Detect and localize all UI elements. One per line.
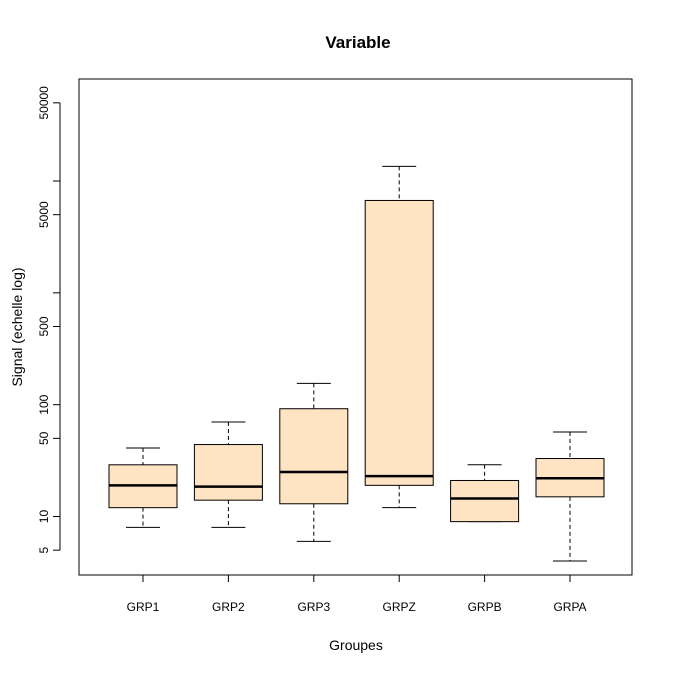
y-tick-label: 5 bbox=[37, 547, 51, 554]
y-axis: 5 10 50 100 500 5000 50000 bbox=[37, 86, 61, 554]
y-tick-label: 50000 bbox=[37, 86, 51, 120]
x-tick-label: GRP2 bbox=[212, 600, 245, 614]
box-group-grpz bbox=[364, 165, 434, 509]
boxes-layer bbox=[108, 165, 605, 562]
box-iqr bbox=[279, 408, 349, 505]
box-group-grp1 bbox=[108, 447, 178, 528]
box-group-grpb bbox=[450, 464, 520, 523]
x-tick-label: GRP1 bbox=[127, 600, 160, 614]
box-group-grpa bbox=[535, 431, 605, 562]
y-tick-label: 10 bbox=[37, 510, 51, 524]
x-tick-label: GRP3 bbox=[297, 600, 330, 614]
box-group-grp3 bbox=[279, 382, 349, 542]
x-axis-label: Groupes bbox=[329, 637, 383, 653]
y-axis-label: Signal (echelle log) bbox=[9, 267, 25, 386]
y-tick-label: 50 bbox=[37, 431, 51, 445]
box-iqr bbox=[193, 444, 263, 501]
y-tick-label: 100 bbox=[37, 394, 51, 414]
y-tick-label: 5000 bbox=[37, 201, 51, 228]
x-tick-label: GRPA bbox=[553, 600, 586, 614]
chart-title: Variable bbox=[325, 33, 390, 52]
box-iqr bbox=[450, 479, 520, 523]
box-iqr bbox=[364, 199, 434, 486]
box-group-grp2 bbox=[193, 421, 263, 528]
x-tick-label: GRPZ bbox=[383, 600, 416, 614]
x-axis: GRP1 GRP2 GRP3 GRPZ GRPB GRPA bbox=[127, 574, 587, 614]
y-tick-label: 500 bbox=[37, 316, 51, 336]
x-tick-label: GRPB bbox=[468, 600, 502, 614]
